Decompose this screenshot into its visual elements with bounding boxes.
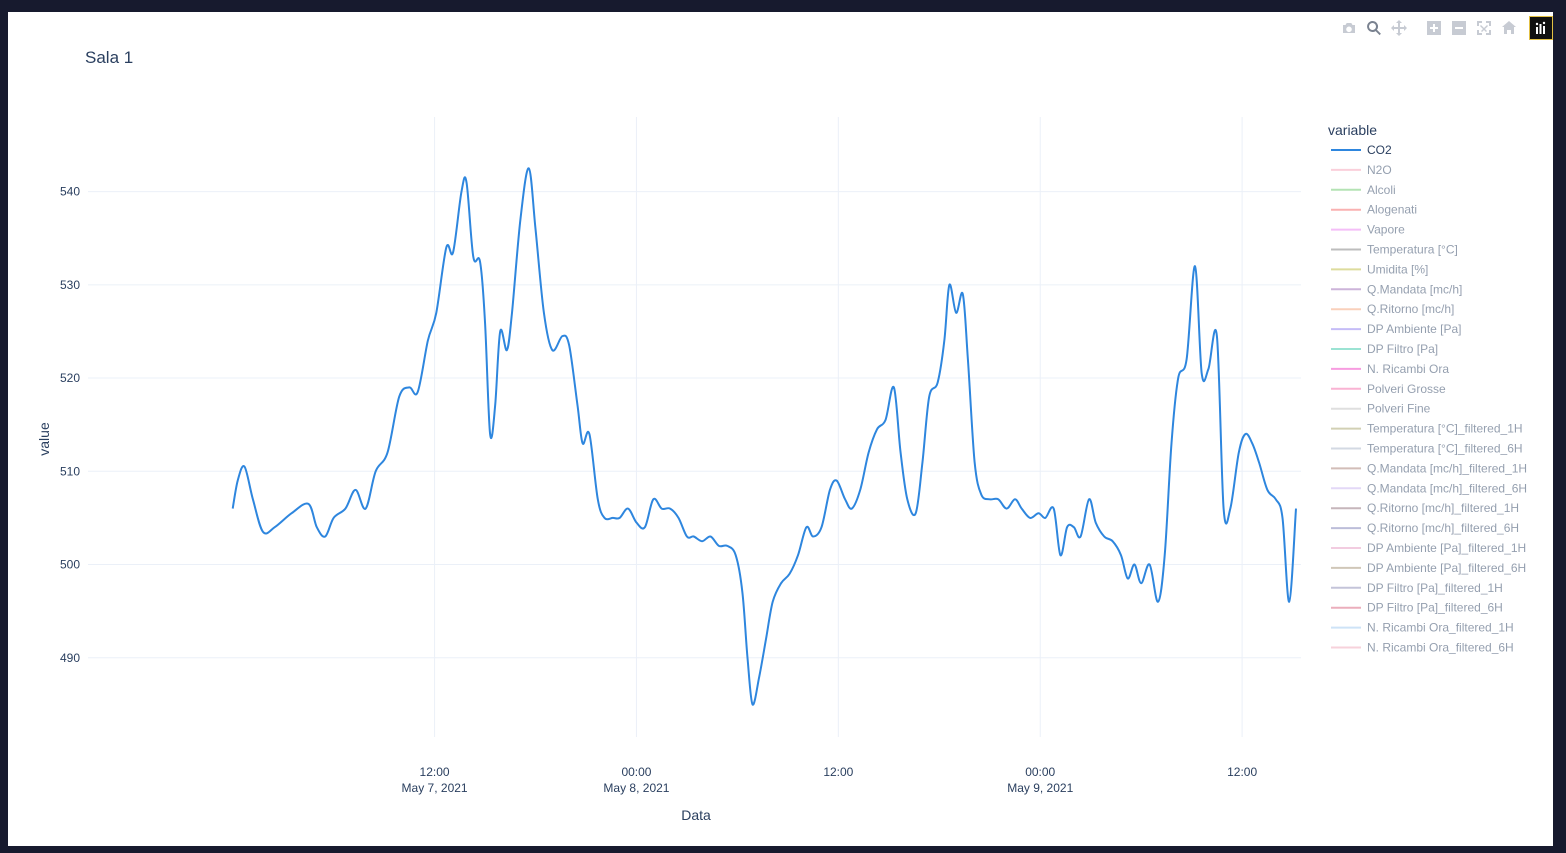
legend-label: Q.Mandata [mc/h]_filtered_1H — [1367, 461, 1527, 475]
series-line-co2 — [231, 167, 1297, 706]
legend-item[interactable]: Q.Ritorno [mc/h]_filtered_1H — [1331, 501, 1519, 515]
legend-item[interactable]: Alogenati — [1331, 203, 1417, 217]
legend-item[interactable]: Polveri Fine — [1331, 402, 1431, 416]
modebar — [1336, 15, 1553, 41]
legend-item[interactable]: Vapore — [1331, 223, 1405, 237]
legend-label: DP Filtro [Pa] — [1367, 342, 1438, 356]
legend-item[interactable]: Alcoli — [1331, 183, 1396, 197]
plotly-logo-icon[interactable] — [1529, 16, 1553, 40]
x-tick-label: 12:00 — [823, 765, 853, 779]
legend-label: Umidita [%] — [1367, 262, 1428, 276]
legend-label: DP Ambiente [Pa]_filtered_6H — [1367, 561, 1526, 575]
legend-label: Polveri Grosse — [1367, 382, 1446, 396]
pan-icon[interactable] — [1388, 17, 1410, 39]
legend-label: DP Ambiente [Pa]_filtered_1H — [1367, 541, 1526, 555]
y-tick-label: 540 — [60, 185, 80, 199]
zoom-out-icon[interactable] — [1448, 17, 1470, 39]
camera-icon[interactable] — [1338, 17, 1360, 39]
y-tick-label: 530 — [60, 278, 80, 292]
x-tick-label: 12:00 — [1227, 765, 1257, 779]
legend-item[interactable]: Q.Ritorno [mc/h] — [1331, 302, 1454, 316]
x-tick-label: 12:00 — [420, 765, 450, 779]
legend-item[interactable]: N. Ricambi Ora_filtered_6H — [1331, 641, 1514, 655]
legend-item[interactable]: Umidita [%] — [1331, 262, 1428, 276]
legend-item[interactable]: Q.Mandata [mc/h]_filtered_6H — [1331, 481, 1527, 495]
legend-label: N. Ricambi Ora — [1367, 362, 1449, 376]
x-tick-date-label: May 7, 2021 — [402, 781, 468, 795]
x-tick-date-label: May 9, 2021 — [1007, 781, 1073, 795]
reset-axes-icon[interactable] — [1498, 17, 1520, 39]
y-tick-label: 520 — [60, 371, 80, 385]
legend-item[interactable]: Q.Mandata [mc/h]_filtered_1H — [1331, 461, 1527, 475]
legend-item[interactable]: DP Filtro [Pa] — [1331, 342, 1438, 356]
y-tick-label: 510 — [60, 464, 80, 478]
series-lines — [231, 167, 1297, 706]
legend-label: Alogenati — [1367, 203, 1417, 217]
x-tick-label: 00:00 — [1025, 765, 1055, 779]
y-tick-label: 490 — [60, 651, 80, 665]
x-tick-label: 00:00 — [621, 765, 651, 779]
legend-item[interactable]: Temperatura [°C]_filtered_6H — [1331, 442, 1523, 456]
legend-label: Temperatura [°C]_filtered_6H — [1367, 442, 1523, 456]
legend-title: variable — [1328, 122, 1377, 138]
legend-label: Temperatura [°C] — [1367, 243, 1458, 257]
legend-item[interactable]: CO2 — [1331, 143, 1392, 157]
legend-label: Temperatura [°C]_filtered_1H — [1367, 422, 1523, 436]
legend-item[interactable]: N. Ricambi Ora_filtered_1H — [1331, 621, 1514, 635]
x-tick-date-label: May 8, 2021 — [603, 781, 669, 795]
legend-label: Q.Mandata [mc/h] — [1367, 282, 1462, 296]
autoscale-icon[interactable] — [1473, 17, 1495, 39]
zoom-in-icon[interactable] — [1423, 17, 1445, 39]
legend-label: Vapore — [1367, 223, 1405, 237]
legend-label: DP Filtro [Pa]_filtered_1H — [1367, 581, 1503, 595]
legend-item[interactable]: Temperatura [°C] — [1331, 243, 1458, 257]
legend-item[interactable]: Temperatura [°C]_filtered_1H — [1331, 422, 1523, 436]
legend-item[interactable]: N2O — [1331, 163, 1392, 177]
legend-item[interactable]: Q.Ritorno [mc/h]_filtered_6H — [1331, 521, 1519, 535]
legend-label: DP Filtro [Pa]_filtered_6H — [1367, 601, 1503, 615]
legend: variable CO2 N2O Alcoli Alogenati Vapore Temp… — [1328, 122, 1527, 655]
legend-item[interactable]: Polveri Grosse — [1331, 382, 1446, 396]
legend-item[interactable]: DP Ambiente [Pa]_filtered_1H — [1331, 541, 1526, 555]
legend-label: N. Ricambi Ora_filtered_1H — [1367, 621, 1514, 635]
legend-label: Q.Mandata [mc/h]_filtered_6H — [1367, 481, 1527, 495]
plot-container: Sala 1 12:00 May 7, 2021 00:00 May 8, 2021 — [8, 12, 1553, 846]
legend-item[interactable]: DP Filtro [Pa]_filtered_1H — [1331, 581, 1503, 595]
legend-label: DP Ambiente [Pa] — [1367, 322, 1462, 336]
legend-label: Polveri Fine — [1367, 402, 1431, 416]
y-tick-label: 500 — [60, 558, 80, 572]
legend-label: N. Ricambi Ora_filtered_6H — [1367, 641, 1514, 655]
legend-label: Q.Ritorno [mc/h] — [1367, 302, 1454, 316]
x-axis-title: Data — [681, 807, 711, 823]
legend-label: N2O — [1367, 163, 1392, 177]
y-axis-ticks: 490 500 510 520 530 540 — [60, 185, 80, 665]
legend-item[interactable]: DP Filtro [Pa]_filtered_6H — [1331, 601, 1503, 615]
grid-lines — [88, 117, 1301, 737]
x-axis-ticks: 12:00 May 7, 2021 00:00 May 8, 2021 12:00 00:… — [402, 765, 1258, 795]
y-axis-title: value — [36, 422, 52, 456]
chart-svg: 12:00 May 7, 2021 00:00 May 8, 2021 12:00 00:… — [36, 117, 1527, 823]
legend-label: Q.Ritorno [mc/h]_filtered_1H — [1367, 501, 1519, 515]
zoom-icon[interactable] — [1363, 17, 1385, 39]
legend-item[interactable]: N. Ricambi Ora — [1331, 362, 1449, 376]
legend-item[interactable]: DP Ambiente [Pa]_filtered_6H — [1331, 561, 1526, 575]
legend-label: Alcoli — [1367, 183, 1396, 197]
legend-item[interactable]: DP Ambiente [Pa] — [1331, 322, 1462, 336]
legend-label: Q.Ritorno [mc/h]_filtered_6H — [1367, 521, 1519, 535]
legend-item[interactable]: Q.Mandata [mc/h] — [1331, 282, 1462, 296]
chart-title: Sala 1 — [85, 48, 134, 67]
legend-label: CO2 — [1367, 143, 1392, 157]
